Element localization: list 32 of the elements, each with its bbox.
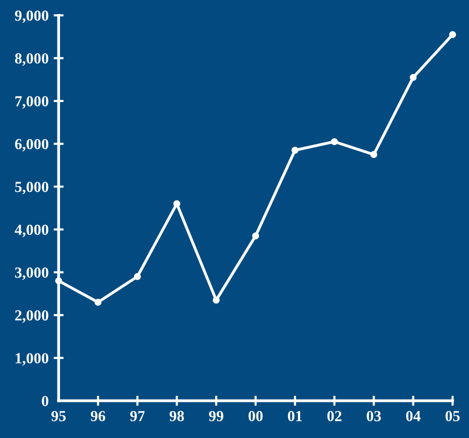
x-tick-label: 01: [288, 410, 302, 422]
x-tick-label: 97: [130, 410, 145, 422]
y-tick-label: 1,000: [16, 353, 48, 366]
point: [55, 277, 62, 284]
x-tick-label: 04: [406, 410, 421, 422]
x-tick-label: 99: [208, 410, 224, 422]
point: [449, 31, 456, 38]
point: [134, 273, 141, 280]
x-tick-label: 95: [51, 410, 66, 422]
point: [173, 200, 180, 208]
x-tick-label: 96: [90, 410, 106, 422]
x-tick-label: 03: [366, 410, 381, 422]
x-tick-label: 05: [446, 410, 460, 422]
y-tick-label: 5,000: [15, 182, 48, 194]
point: [252, 232, 260, 240]
y-tick-label: 9,000: [14, 10, 48, 23]
y-tick-label: 0: [42, 396, 48, 406]
y-tick-label: 6,000: [15, 138, 48, 152]
point: [410, 74, 417, 81]
point: [212, 296, 220, 304]
y-tick-label: 2,000: [15, 310, 48, 323]
point: [292, 146, 298, 154]
y-tick-label: 4,000: [14, 224, 48, 238]
y-tick-label: 8,000: [15, 53, 48, 66]
point: [370, 151, 378, 158]
point: [94, 298, 102, 306]
y-tick-label: 3,000: [15, 267, 48, 280]
y-tick-label: 7,000: [15, 96, 48, 109]
point: [330, 138, 338, 146]
x-tick-label: 98: [170, 410, 184, 422]
x-tick-label: 00: [248, 410, 263, 422]
x-tick-label: 02: [327, 410, 342, 422]
